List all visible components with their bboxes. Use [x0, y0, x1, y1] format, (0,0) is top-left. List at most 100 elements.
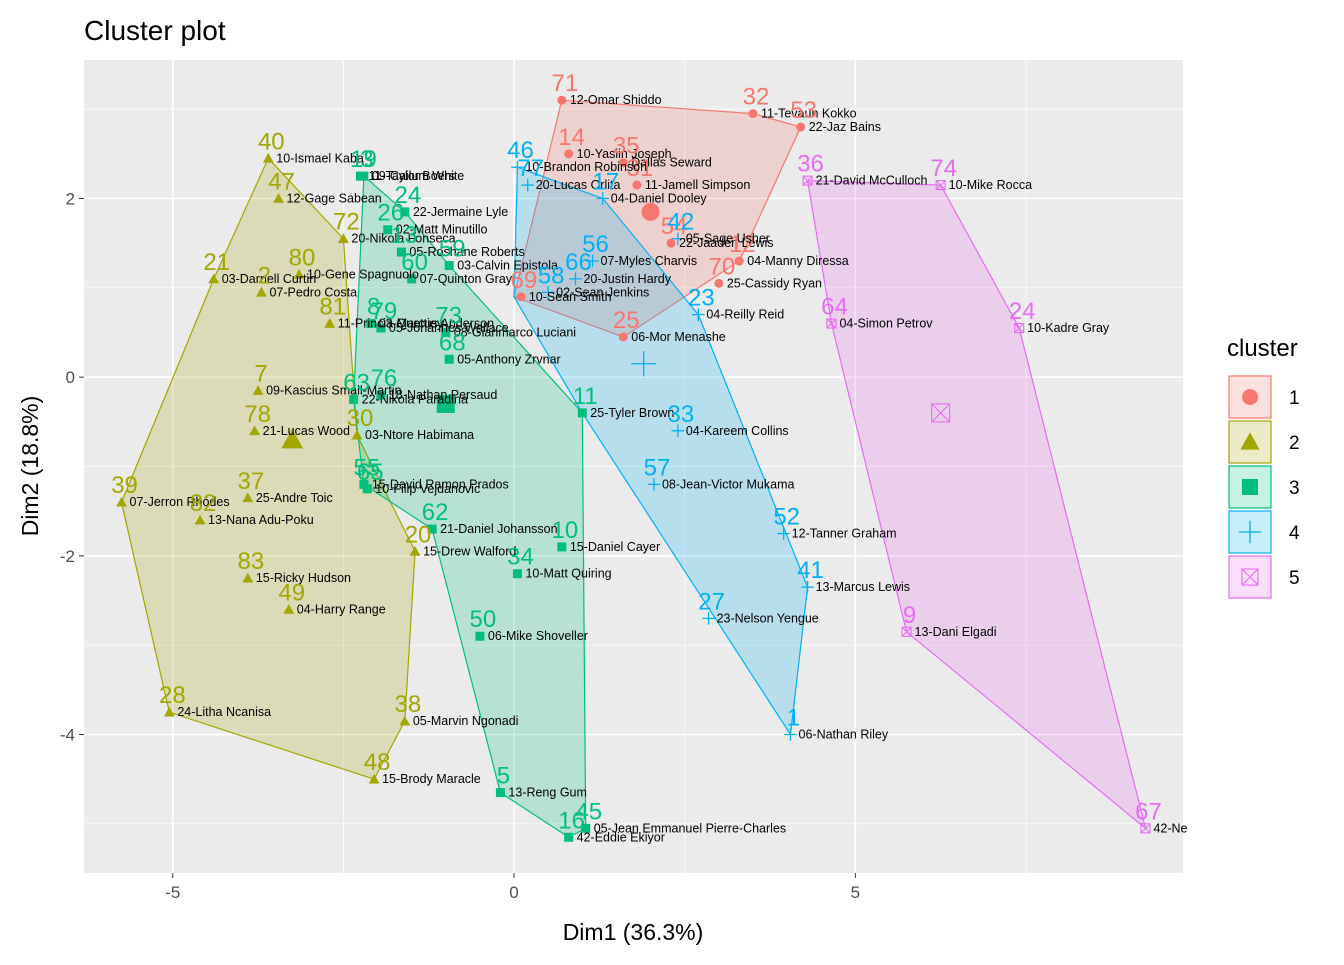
data-point-box [1014, 322, 1025, 334]
point-number-label: 45 [575, 798, 602, 825]
legend-label-5: 5 [1289, 568, 1300, 589]
point-number-label: 17 [592, 168, 619, 195]
data-point [242, 492, 254, 503]
point-number-label: 48 [364, 749, 391, 776]
point-name-label: 42-Ne [1153, 821, 1187, 835]
point-name-label: 13-Marcus Lewis [816, 580, 910, 594]
data-point [692, 308, 705, 321]
data-point [376, 323, 386, 333]
point-name-label: 09-Kascius Small-Martin [266, 384, 402, 398]
point-number-label: 33 [668, 401, 695, 428]
point-number-label: 66 [565, 249, 592, 276]
legend-label-1: 1 [1289, 388, 1300, 409]
cluster-center-3 [436, 394, 455, 413]
point-name-label: 11-Taylor Boers [368, 169, 455, 183]
point-name-label: 12-Omar Shiddo [570, 93, 662, 107]
point-name-label: 21-Daniel Johansson [440, 522, 557, 536]
point-name-label: 09-Cailum White [372, 169, 464, 183]
data-point [475, 631, 485, 641]
cluster-hulls [120, 99, 1147, 838]
point-number-label: 19 [350, 146, 377, 173]
point-name-label: 05-Roshane Roberts [409, 245, 524, 259]
data-point [1140, 823, 1151, 834]
legend-symbol-5-d2 [1241, 568, 1259, 586]
data-point [581, 823, 591, 833]
data-point-d2 [826, 318, 837, 329]
x-tick-label: 0 [509, 883, 518, 902]
point-number-label: 25 [613, 307, 640, 334]
data-point [262, 152, 274, 163]
data-point [618, 158, 628, 168]
data-point [802, 175, 813, 186]
point-number-label: 10 [551, 517, 578, 544]
point-number-label: 34 [507, 544, 534, 571]
data-point [618, 332, 628, 342]
data-point [516, 292, 526, 302]
cluster-center-4 [631, 351, 657, 377]
point-name-label: 04-Reilly Reid [706, 308, 784, 322]
data-point [252, 385, 264, 395]
point-number-label: 16 [558, 807, 585, 834]
data-point [351, 429, 363, 440]
point-number-label: 62 [422, 499, 449, 526]
data-point [399, 715, 411, 726]
point-number-label: 56 [582, 231, 609, 258]
data-point [577, 408, 587, 418]
point-number-label: 47 [268, 168, 295, 195]
point-name-label: 13-Reng Gum [508, 786, 587, 800]
data-point [383, 225, 393, 235]
data-point [777, 527, 790, 540]
data-point [427, 524, 437, 534]
grid-minor [84, 60, 1183, 873]
point-number-label: 2 [258, 262, 271, 289]
data-point [796, 122, 806, 132]
data-point [349, 394, 359, 404]
cluster-centers [281, 202, 951, 449]
point-name-label: 22-Jaaden Lewis [679, 236, 774, 250]
point-name-label: 11-Jamell Simpson [645, 178, 750, 192]
point-name-label: 03-Marcus Anderson [379, 317, 494, 331]
data-point [826, 318, 837, 329]
data-point [444, 260, 454, 270]
point-number-label: 76 [371, 365, 398, 392]
point-name-label: 13-Dani Elgadi [915, 625, 997, 639]
cluster-center-5-d2 [931, 403, 951, 423]
data-point-box [935, 180, 946, 191]
data-point [632, 180, 642, 190]
point-name-label: 06-Nathan Riley [799, 728, 889, 742]
data-point-d2 [935, 180, 946, 190]
point-number-label: 21 [203, 249, 230, 276]
data-point [784, 728, 797, 741]
point-name-label: Dallas Seward [631, 156, 712, 170]
data-point [163, 706, 175, 717]
data-point [671, 424, 685, 438]
data-point [714, 278, 724, 288]
point-name-label: 04-Harry Range [297, 602, 386, 616]
point-name-label: 25-Andre Toic [256, 491, 333, 505]
legend-label-3: 3 [1289, 478, 1300, 499]
point-number-label: 53 [790, 97, 817, 124]
point-number-label: 11 [573, 383, 598, 410]
y-tick-label: 0 [66, 368, 75, 387]
point-name-label: 06-Mike Shoveller [488, 629, 588, 643]
data-point [208, 273, 220, 284]
point-name-label: 20-Justin Hardy [583, 272, 671, 286]
point-name-label: 07-Pedro Costa [269, 285, 357, 299]
cluster-center-5-box [931, 403, 951, 423]
point-number-label: 27 [698, 588, 725, 615]
cluster-hull-2 [120, 157, 416, 780]
point-number-label: 63 [343, 369, 370, 396]
point-number-label: 24 [1009, 298, 1036, 325]
point-name-label: 08-Jean-Victor Mukama [662, 477, 795, 491]
data-point [324, 318, 336, 328]
point-number-label: 36 [797, 151, 824, 178]
point-number-label: 54 [661, 213, 688, 240]
point-number-label: 79 [371, 298, 398, 325]
point-number-label: 72 [333, 209, 360, 236]
point-name-label: 22-Jermaine Lyle [413, 205, 508, 219]
data-point [409, 545, 421, 556]
point-number-label: 20 [405, 521, 432, 548]
point-number-label: 35 [613, 133, 640, 160]
point-name-label: 25-Tyler Brown [590, 406, 674, 420]
